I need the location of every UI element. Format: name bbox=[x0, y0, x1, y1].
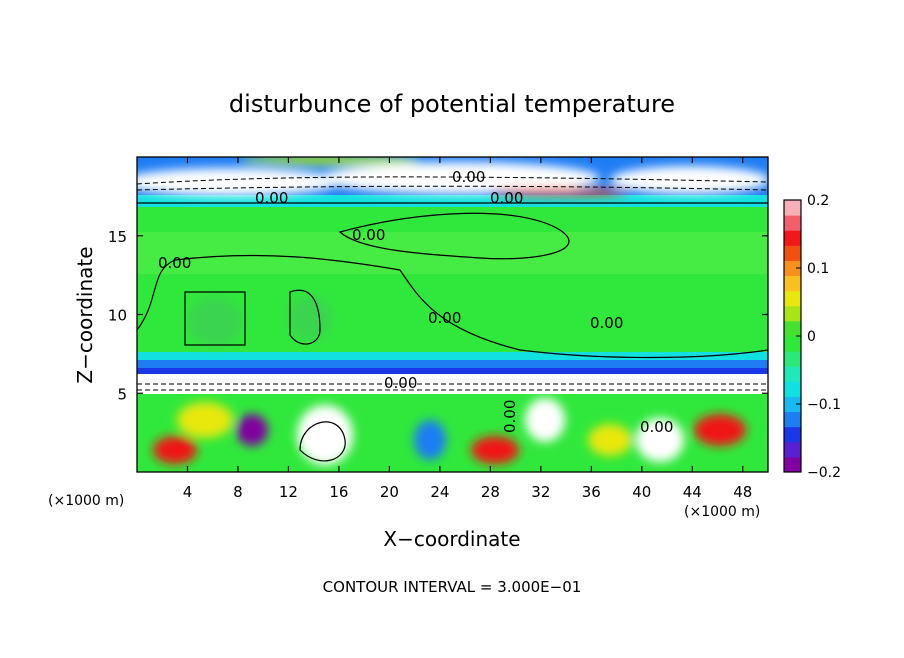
contour-label: 0.00 bbox=[640, 418, 673, 436]
colorbar-swatch bbox=[784, 351, 801, 367]
x-unit-right: (×1000 m) bbox=[684, 504, 760, 520]
contour-label: 0.00 bbox=[501, 400, 519, 433]
x-unit-left: (×1000 m) bbox=[48, 493, 124, 509]
blob-lower-purple-1 bbox=[236, 414, 268, 446]
colorbar-swatch bbox=[784, 426, 801, 443]
heatmap-field bbox=[137, 157, 768, 472]
colorbar-tick-label: 0 bbox=[807, 329, 816, 345]
colorbar-swatch bbox=[784, 245, 801, 261]
y-axis: 5 10 15 bbox=[108, 228, 768, 403]
x-tick-label: 20 bbox=[380, 483, 399, 501]
colorbar-tick-label: −0.1 bbox=[807, 397, 841, 413]
colorbar-swatch bbox=[784, 336, 801, 352]
colorbar-swatch bbox=[784, 260, 801, 277]
colorbar-swatch bbox=[784, 396, 801, 413]
colorbar-swatch bbox=[784, 290, 801, 307]
contour-lower-1 bbox=[299, 421, 346, 462]
blob-lower-red-3 bbox=[694, 414, 746, 446]
x-tick-label: 4 bbox=[183, 483, 193, 501]
contour-label: 0.00 bbox=[452, 168, 485, 186]
contour-label: 0.00 bbox=[428, 309, 461, 327]
colorbar-tick-label: 0.1 bbox=[807, 261, 829, 277]
colorbar-tick-label: −0.2 bbox=[807, 465, 841, 481]
band-blue-dark bbox=[137, 368, 768, 374]
x-tick-label: 40 bbox=[632, 483, 651, 501]
band-mid-light bbox=[137, 232, 768, 274]
x-tick-label: 12 bbox=[279, 483, 298, 501]
band-base-mid bbox=[137, 205, 768, 357]
colorbar-swatch bbox=[784, 230, 801, 246]
colorbar-swatch bbox=[784, 305, 801, 322]
x-axis: 4 8 12 16 20 24 28 32 36 40 44 48 bbox=[183, 157, 752, 501]
blob-lower-red-1 bbox=[153, 436, 197, 464]
contour-mid-2 bbox=[184, 291, 246, 346]
blob-lower-red-2 bbox=[471, 436, 519, 464]
x-tick-label: 24 bbox=[430, 483, 449, 501]
blob-lower-yellow-2 bbox=[588, 424, 632, 456]
blob-lower-blue bbox=[414, 420, 446, 460]
x-tick-label: 16 bbox=[329, 483, 348, 501]
colorbar-swatch bbox=[784, 411, 801, 428]
colorbar-swatch bbox=[784, 366, 801, 382]
blob-mid-1 bbox=[187, 298, 243, 346]
blob-top-yellow bbox=[240, 157, 420, 165]
x-tick-label: 36 bbox=[582, 483, 601, 501]
band-blue-core bbox=[137, 360, 768, 370]
colorbar-swatch bbox=[784, 320, 801, 337]
x-tick-label: 28 bbox=[481, 483, 500, 501]
contour-label: 0.00 bbox=[490, 189, 523, 207]
colorbar: 0.2 0.1 0 −0.1 −0.2 bbox=[783, 193, 841, 481]
blob-top-red bbox=[490, 188, 630, 196]
colorbar-swatch bbox=[784, 381, 801, 397]
colorbar-swatch bbox=[784, 275, 801, 292]
x-tick-label: 44 bbox=[683, 483, 702, 501]
x-tick-label: 48 bbox=[733, 483, 752, 501]
chart-title: disturbunce of potential temperature bbox=[229, 90, 675, 118]
y-tick-label: 15 bbox=[108, 228, 127, 246]
blob-lower-white-1 bbox=[297, 405, 353, 465]
contour-label: 0.00 bbox=[352, 226, 385, 244]
blob-mid-2 bbox=[288, 296, 332, 340]
contour-label: 0.00 bbox=[590, 314, 623, 332]
x-tick-label: 32 bbox=[531, 483, 550, 501]
x-tick-label: 8 bbox=[233, 483, 243, 501]
blob-top-white-1 bbox=[137, 168, 340, 196]
blob-lower-white-3 bbox=[636, 418, 684, 462]
x-axis-label: X−coordinate bbox=[383, 527, 520, 551]
colorbar-tick-label: 0.2 bbox=[807, 193, 829, 209]
colorbar-swatch bbox=[784, 441, 801, 458]
contour-label: 0.00 bbox=[158, 254, 191, 272]
colorbar-swatch bbox=[784, 456, 801, 473]
contour-mid-3 bbox=[289, 289, 321, 345]
contour-label: 0.00 bbox=[255, 189, 288, 207]
colorbar-swatch bbox=[784, 200, 801, 216]
contour-interval-footer: CONTOUR INTERVAL = 3.000E−01 bbox=[323, 578, 582, 596]
y-tick-label: 5 bbox=[117, 385, 127, 403]
contour-dashed-top-2 bbox=[137, 185, 768, 191]
y-axis-label: Z−coordinate bbox=[73, 246, 97, 383]
contour-label: 0.00 bbox=[384, 374, 417, 392]
blob-lower-yellow-1 bbox=[177, 402, 233, 438]
colorbar-swatch bbox=[784, 215, 801, 231]
contour-mid-1 bbox=[137, 254, 768, 359]
blob-lower-white-2 bbox=[525, 398, 565, 442]
contour-mid-4 bbox=[338, 212, 570, 260]
y-tick-label: 10 bbox=[108, 307, 127, 325]
band-blue-lower bbox=[137, 352, 768, 360]
